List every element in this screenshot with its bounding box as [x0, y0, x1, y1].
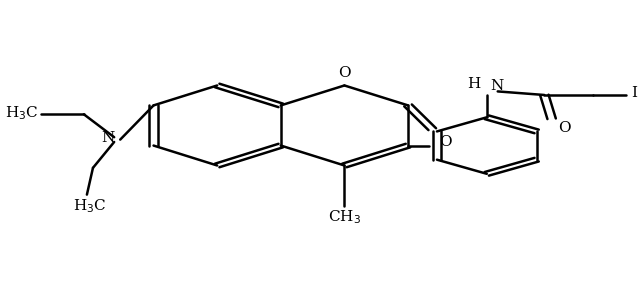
Text: H: H: [467, 77, 481, 92]
Text: O: O: [557, 121, 570, 135]
Text: N: N: [101, 131, 114, 145]
Text: H$_3$C: H$_3$C: [73, 197, 107, 215]
Text: N: N: [490, 78, 503, 93]
Text: CH$_3$: CH$_3$: [328, 208, 361, 226]
Text: H$_3$C: H$_3$C: [5, 104, 38, 122]
Text: I: I: [631, 86, 637, 100]
Text: O: O: [440, 135, 452, 148]
Text: O: O: [338, 66, 351, 80]
